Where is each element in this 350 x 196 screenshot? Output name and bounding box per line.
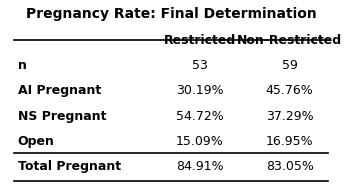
Text: 30.19%: 30.19% bbox=[176, 84, 224, 97]
Text: 59: 59 bbox=[282, 59, 298, 72]
Text: Non-Restricted: Non-Restricted bbox=[237, 34, 342, 47]
Text: AI Pregnant: AI Pregnant bbox=[18, 84, 101, 97]
Text: 83.05%: 83.05% bbox=[266, 160, 314, 173]
Text: 53: 53 bbox=[192, 59, 208, 72]
Text: 37.29%: 37.29% bbox=[266, 110, 314, 122]
Text: 16.95%: 16.95% bbox=[266, 135, 314, 148]
Text: 54.72%: 54.72% bbox=[176, 110, 224, 122]
Text: Open: Open bbox=[18, 135, 54, 148]
Text: 84.91%: 84.91% bbox=[176, 160, 224, 173]
Text: NS Pregnant: NS Pregnant bbox=[18, 110, 106, 122]
Text: 45.76%: 45.76% bbox=[266, 84, 314, 97]
Text: 15.09%: 15.09% bbox=[176, 135, 224, 148]
Text: Total Pregnant: Total Pregnant bbox=[18, 160, 121, 173]
Text: n: n bbox=[18, 59, 26, 72]
Text: Pregnancy Rate: Final Determination: Pregnancy Rate: Final Determination bbox=[26, 7, 317, 21]
Text: Restricted: Restricted bbox=[164, 34, 236, 47]
